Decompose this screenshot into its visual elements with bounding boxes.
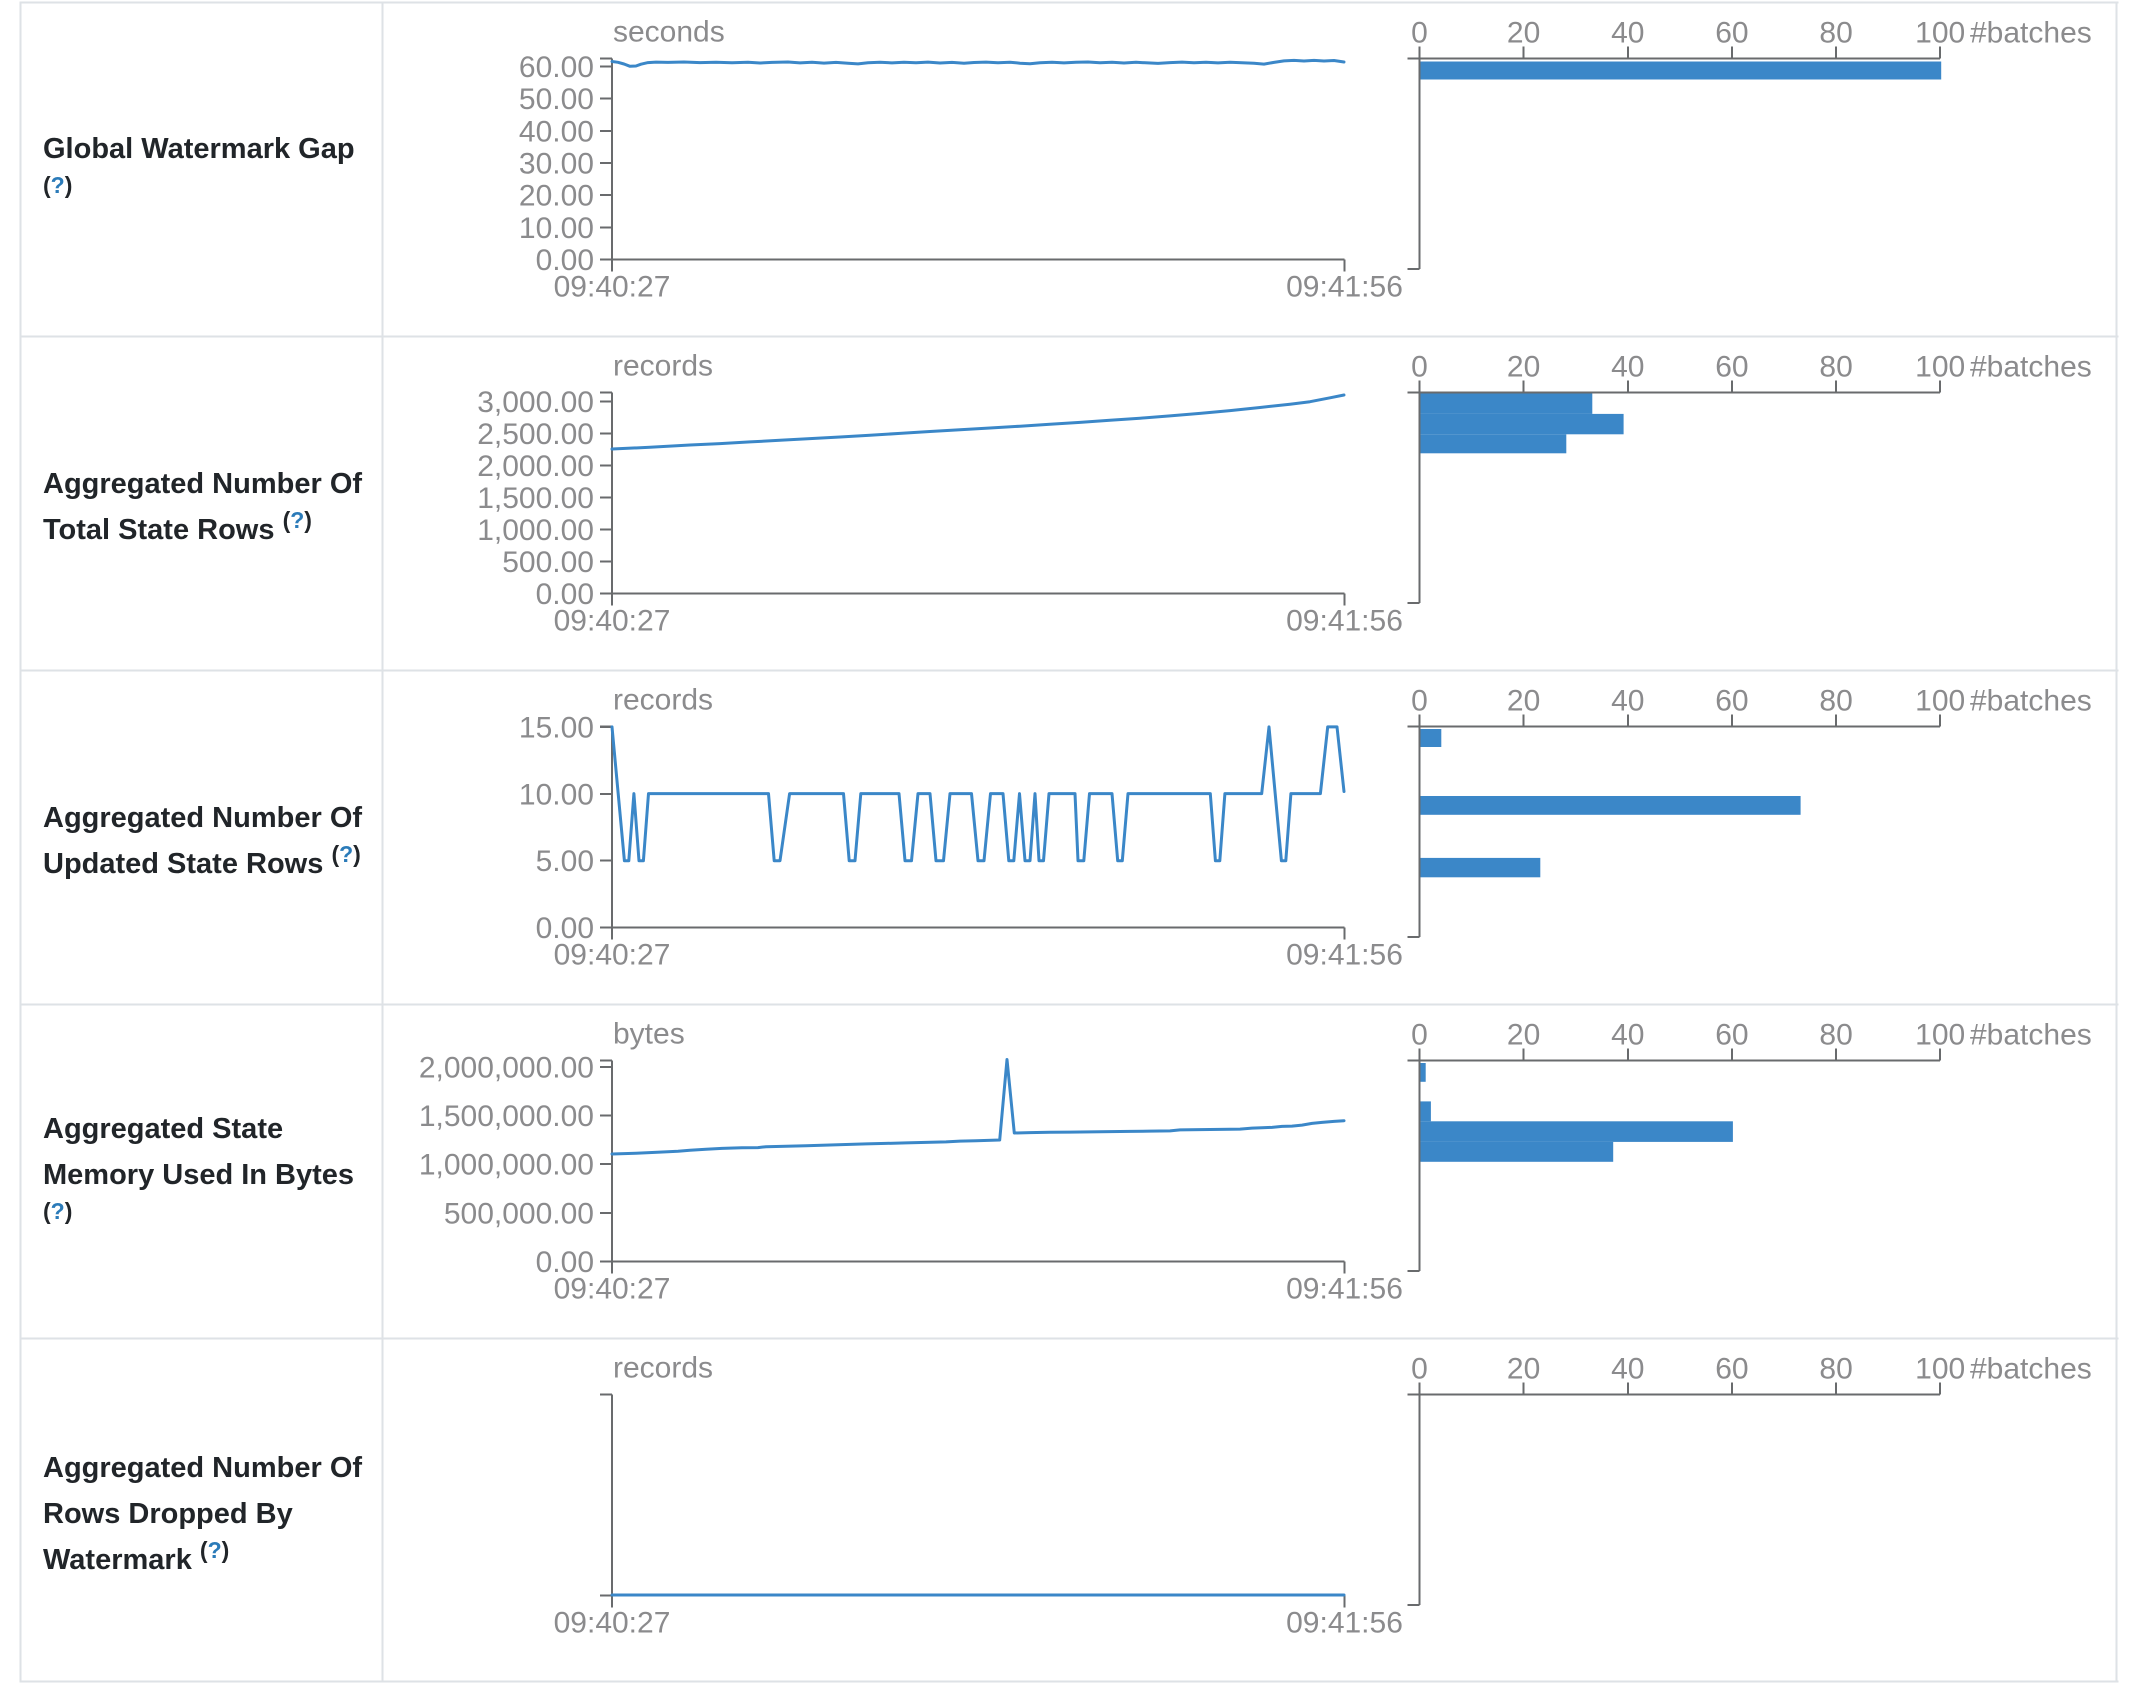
svg-text:0.00: 0.00 <box>536 1246 594 1279</box>
svg-text:60: 60 <box>1715 351 1748 384</box>
svg-text:80: 80 <box>1819 685 1852 718</box>
svg-text:0: 0 <box>1411 1353 1428 1386</box>
svg-text:80: 80 <box>1819 1353 1852 1386</box>
svg-text:0: 0 <box>1411 351 1428 384</box>
svg-text:500.00: 500.00 <box>502 546 594 579</box>
svg-text:1,500.00: 1,500.00 <box>477 482 594 515</box>
svg-text:20: 20 <box>1507 1353 1540 1386</box>
svg-text:09:40:27: 09:40:27 <box>554 271 671 304</box>
svg-text:0.00: 0.00 <box>536 244 594 277</box>
svg-text:0.00: 0.00 <box>536 912 594 945</box>
svg-text:40.00: 40.00 <box>519 115 594 148</box>
svg-text:1,000.00: 1,000.00 <box>477 514 594 547</box>
svg-text:80: 80 <box>1819 17 1852 50</box>
svg-text:20: 20 <box>1507 1019 1540 1052</box>
svg-text:seconds: seconds <box>613 16 725 49</box>
svg-text:records: records <box>613 1352 713 1385</box>
svg-text:60.00: 60.00 <box>519 51 594 84</box>
svg-text:09:40:27: 09:40:27 <box>554 1607 671 1640</box>
svg-text:20: 20 <box>1507 17 1540 50</box>
svg-text:60: 60 <box>1715 1353 1748 1386</box>
svg-text:100: 100 <box>1915 17 1965 50</box>
svg-text:records: records <box>613 684 713 717</box>
svg-text:3,000.00: 3,000.00 <box>477 386 594 419</box>
svg-text:80: 80 <box>1819 1019 1852 1052</box>
svg-text:#batches: #batches <box>1970 1353 2092 1386</box>
svg-text:15.00: 15.00 <box>519 712 594 745</box>
svg-text:2,500.00: 2,500.00 <box>477 418 594 451</box>
svg-text:1,000,000.00: 1,000,000.00 <box>419 1149 594 1182</box>
svg-text:10.00: 10.00 <box>519 212 594 245</box>
svg-text:500,000.00: 500,000.00 <box>444 1197 594 1230</box>
svg-text:60: 60 <box>1715 1019 1748 1052</box>
svg-text:#batches: #batches <box>1970 685 2092 718</box>
svg-text:09:41:56: 09:41:56 <box>1286 939 1403 972</box>
svg-text:#batches: #batches <box>1970 1019 2092 1052</box>
svg-text:0: 0 <box>1411 685 1428 718</box>
svg-text:100: 100 <box>1915 1019 1965 1052</box>
svg-text:records: records <box>613 350 713 383</box>
svg-text:09:41:56: 09:41:56 <box>1286 1273 1403 1306</box>
svg-text:60: 60 <box>1715 685 1748 718</box>
svg-text:09:40:27: 09:40:27 <box>554 1273 671 1306</box>
svg-text:100: 100 <box>1915 685 1965 718</box>
svg-text:1,500,000.00: 1,500,000.00 <box>419 1100 594 1133</box>
svg-text:40: 40 <box>1611 1353 1644 1386</box>
svg-text:2,000,000.00: 2,000,000.00 <box>419 1052 594 1085</box>
svg-text:09:40:27: 09:40:27 <box>554 605 671 638</box>
svg-text:09:41:56: 09:41:56 <box>1286 1607 1403 1640</box>
svg-text:10.00: 10.00 <box>519 778 594 811</box>
svg-text:2,000.00: 2,000.00 <box>477 450 594 483</box>
svg-text:30.00: 30.00 <box>519 148 594 181</box>
svg-text:40: 40 <box>1611 1019 1644 1052</box>
svg-text:0: 0 <box>1411 1019 1428 1052</box>
svg-text:0: 0 <box>1411 17 1428 50</box>
svg-text:80: 80 <box>1819 351 1852 384</box>
svg-text:09:40:27: 09:40:27 <box>554 939 671 972</box>
svg-text:09:41:56: 09:41:56 <box>1286 271 1403 304</box>
svg-text:60: 60 <box>1715 17 1748 50</box>
svg-text:20: 20 <box>1507 685 1540 718</box>
svg-text:40: 40 <box>1611 17 1644 50</box>
svg-text:0.00: 0.00 <box>536 578 594 611</box>
svg-text:#batches: #batches <box>1970 351 2092 384</box>
svg-text:5.00: 5.00 <box>536 845 594 878</box>
svg-text:#batches: #batches <box>1970 17 2092 50</box>
svg-text:09:41:56: 09:41:56 <box>1286 605 1403 638</box>
svg-text:50.00: 50.00 <box>519 83 594 116</box>
svg-text:bytes: bytes <box>613 1018 685 1051</box>
svg-text:100: 100 <box>1915 1353 1965 1386</box>
svg-text:20.00: 20.00 <box>519 180 594 213</box>
svg-text:20: 20 <box>1507 351 1540 384</box>
svg-text:100: 100 <box>1915 351 1965 384</box>
svg-text:40: 40 <box>1611 351 1644 384</box>
svg-text:40: 40 <box>1611 685 1644 718</box>
